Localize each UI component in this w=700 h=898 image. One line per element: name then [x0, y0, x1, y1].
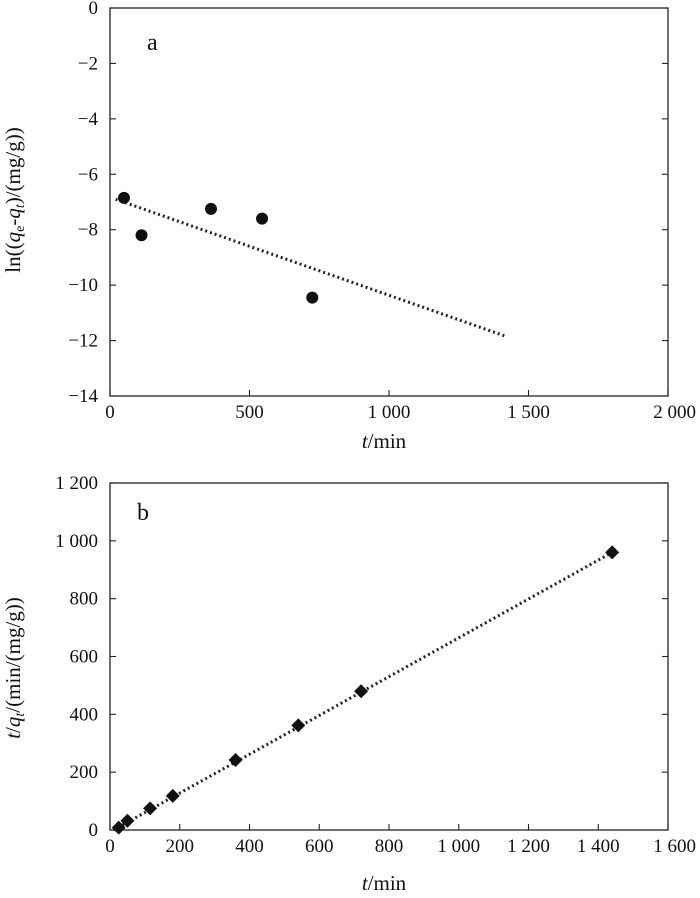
chart-b-y-tick-label: 0 [89, 820, 99, 841]
chart-a-y-title-p5: t [13, 203, 28, 208]
chart-b-y-tick-label: 400 [70, 704, 99, 725]
chart-b-data-point [143, 801, 158, 816]
chart-b-x-axis-title: t/min [362, 871, 407, 895]
chart-a-x-axis-title: t/min [362, 429, 407, 453]
chart-a-y-title-p1: q [1, 231, 25, 242]
chart-b-data-point [605, 545, 620, 560]
chart-a-ticks [109, 7, 669, 397]
chart-b-data-point [120, 813, 135, 828]
chart-a-tick-labels: 0 500 1 000 1 500 2 000 0 −2 −4 −6 −8 −10 −12 −14 [68, 0, 696, 423]
chart-b-y-tick-label: 1 200 [55, 473, 98, 494]
chart-b-data-point [354, 684, 369, 699]
chart-a-y-tick-label: −8 [78, 220, 98, 241]
chart-a-x-tick-label: 1 000 [368, 402, 411, 423]
chart-b-x-title-unit: /min [368, 871, 407, 895]
chart-b: 0 200 400 600 800 1 000 1 200 1 400 1 600 0 200 400… [1, 473, 696, 895]
chart-b-data-point [165, 788, 180, 803]
chart-b-x-tick-label: 0 [105, 836, 115, 857]
chart-b-data-point [228, 753, 243, 768]
chart-b-ticks [109, 482, 669, 831]
chart-b-plot-frame [109, 482, 669, 831]
chart-b-y-tick-label: 200 [70, 762, 99, 783]
chart-b-x-tick-label: 1 000 [437, 836, 480, 857]
chart-a-x-tick-label: 2 000 [653, 402, 696, 423]
chart-b-data-points [111, 545, 620, 835]
chart-a-data-point [204, 202, 217, 215]
chart-b-x-tick-label: 1 600 [653, 836, 696, 857]
chart-b-x-tick-label: 1 400 [577, 836, 620, 857]
chart-a-y-title-p2: e [13, 226, 28, 232]
chart-b-y-title-p0: t [1, 732, 25, 739]
chart-a-x-tick-label: 500 [235, 402, 264, 423]
chart-a-data-point [306, 291, 319, 304]
chart-a-y-title-p3: - [1, 219, 25, 226]
chart-a-y-tick-label: −4 [78, 109, 99, 130]
chart-b-x-tick-label: 1 200 [507, 836, 550, 857]
chart-a-y-tick-label: −14 [68, 386, 98, 407]
chart-b-x-tick-label: 400 [235, 836, 264, 857]
chart-a-fit-line [115, 197, 507, 338]
chart-a-x-title-var: t [362, 429, 369, 453]
chart-a-y-tick-label: −6 [78, 164, 98, 185]
chart-a-x-tick-label: 1 500 [507, 402, 550, 423]
chart-b-y-title-p1: / [1, 727, 25, 733]
chart-b-y-tick-label: 600 [70, 647, 99, 668]
chart-b-data-point [291, 718, 306, 733]
chart-b-y-tick-label: 800 [70, 589, 99, 610]
chart-b-y-title-p4: /(min/(mg/g)) [1, 597, 25, 712]
chart-b-data-point [111, 820, 126, 835]
chart-a-x-tick-label: 0 [105, 402, 115, 423]
chart-a-y-tick-label: −2 [78, 53, 98, 74]
chart-b-tick-labels: 0 200 400 600 800 1 000 1 200 1 400 1 600 0 200 400… [55, 473, 696, 857]
chart-b-panel-label: b [137, 500, 149, 526]
chart-a-y-tick-label: −10 [68, 275, 98, 296]
chart-a-panel-label: a [147, 30, 158, 56]
chart-a-data-points [117, 191, 319, 304]
chart-a-y-tick-label: 0 [89, 0, 99, 19]
chart-a-data-point [135, 229, 148, 242]
chart-b-y-tick-label: 1 000 [55, 531, 98, 552]
chart-a-y-axis-title: ln((qe-qt)/(mg/g)) [1, 127, 28, 272]
chart-b-x-tick-label: 200 [166, 836, 195, 857]
chart-a-y-title-p4: q [1, 208, 25, 219]
chart-b-y-title-p2: q [1, 716, 25, 727]
chart-a-data-point [256, 212, 269, 225]
chart-a-y-title-p6: )/(mg/g)) [1, 127, 25, 204]
chart-b-x-title-var: t [362, 871, 369, 895]
chart-b-x-tick-label: 600 [305, 836, 334, 857]
chart-a-y-title-p0: ln(( [1, 242, 25, 272]
chart-a-x-title-unit: /min [368, 429, 407, 453]
chart-b-x-tick-label: 800 [375, 836, 404, 857]
chart-a-plot-frame [109, 7, 669, 397]
chart-a-y-tick-label: −12 [68, 331, 98, 352]
chart-b-y-title-p3: t [13, 712, 28, 717]
chart-b-y-axis-title: t/qt/(min/(mg/g)) [1, 597, 28, 739]
chart-a-data-point [117, 191, 130, 204]
